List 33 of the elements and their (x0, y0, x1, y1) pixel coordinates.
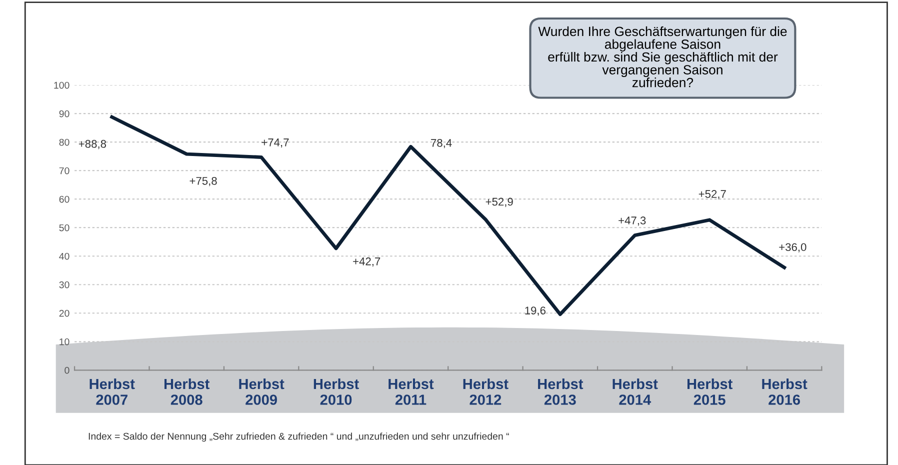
x-tick-label: Herbst 2010 (314, 378, 359, 405)
y-tick-label: 100 (54, 82, 70, 89)
data-label: +42,7 (353, 257, 380, 267)
data-label: 19,6 (525, 306, 546, 316)
text: Index = Saldo der Nennung „Sehr zufrieden & zufrieden “ und „unzufrieden und sehr unzufrieden “ (88, 432, 509, 442)
x-tick-label: Herbst 2008 (164, 378, 210, 405)
y-tick-label: 10 (60, 338, 70, 346)
data-label: +75,8 (190, 176, 217, 186)
data-label: +36,0 (779, 243, 806, 252)
data-label: 78,4 (431, 139, 452, 148)
x-tick-label: Herbst 2007 (90, 378, 135, 405)
data-label: +47,3 (618, 216, 646, 226)
annotation: Wurden Ihre Geschäftserwartungen für die abgelaufene Saison erfüllt bzw. sind Sie geschäftlich mit der vergangenen Saison zufrieden? (538, 26, 787, 88)
y-tick-label: 80 (59, 138, 70, 146)
y-tick-label: 30 (59, 281, 70, 288)
data-label: +52,7 (698, 190, 726, 200)
x-tick-label: Herbst 2011 (388, 378, 434, 405)
y-tick-label: 90 (59, 110, 70, 118)
x-tick-label: Herbst 2012 (463, 378, 508, 405)
data-label: +88,8 (78, 140, 106, 150)
data-label: +74,7 (262, 138, 289, 148)
x-tick-label: Herbst 2009 (239, 378, 284, 405)
y-tick-label: 50 (59, 224, 70, 232)
x-tick-label: Herbst 2015 (687, 378, 733, 405)
y-tick-label: 70 (59, 167, 70, 174)
y-tick-label: 0 (64, 366, 70, 374)
x-tick-label: Herbst 2013 (538, 378, 584, 405)
x-tick-label: Herbst 2014 (612, 378, 658, 405)
y-tick-label: 40 (59, 252, 70, 260)
data-label: +52,9 (486, 198, 513, 207)
x-tick-label: Herbst 2016 (762, 378, 808, 405)
y-tick-label: 60 (59, 196, 70, 203)
y-tick-label: 20 (59, 310, 70, 317)
